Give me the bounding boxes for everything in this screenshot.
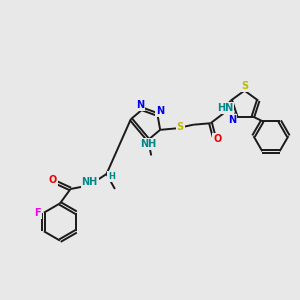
Text: S: S: [242, 81, 249, 91]
Text: HN: HN: [217, 103, 233, 112]
Text: NH: NH: [140, 139, 156, 149]
Text: N: N: [228, 115, 236, 124]
Text: F: F: [34, 208, 40, 218]
Text: NH: NH: [82, 177, 98, 187]
Text: S: S: [177, 122, 184, 132]
Text: H: H: [109, 172, 115, 181]
Text: N: N: [156, 106, 164, 116]
Text: O: O: [213, 134, 221, 144]
Text: N: N: [136, 100, 145, 110]
Text: O: O: [49, 175, 57, 185]
